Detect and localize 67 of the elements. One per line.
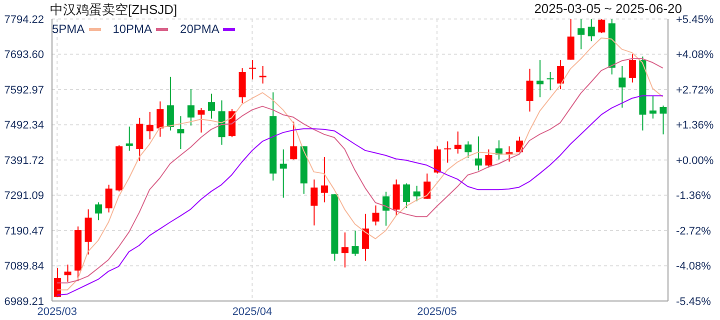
candlestick bbox=[444, 140, 452, 164]
candlestick bbox=[310, 179, 318, 226]
candlestick bbox=[485, 148, 492, 168]
candlestick bbox=[105, 184, 112, 213]
candlestick bbox=[474, 136, 482, 171]
candlestick bbox=[413, 185, 420, 202]
y2-tick-label: +1.36% bbox=[676, 120, 714, 132]
chart-title: 中汉鸡蛋卖空[ZHSJD] bbox=[50, 1, 178, 19]
y-tick-label: 7492.34 bbox=[4, 120, 44, 132]
candlestick bbox=[598, 19, 606, 34]
x-tick-label: 2025/04 bbox=[232, 306, 272, 318]
candlestick bbox=[341, 232, 348, 268]
y-tick-label: 7794.22 bbox=[4, 14, 44, 26]
candlestick bbox=[362, 213, 369, 262]
candlestick bbox=[280, 148, 287, 198]
candlestick bbox=[177, 116, 184, 150]
candlestick bbox=[660, 105, 667, 135]
y2-tick-label: -2.72% bbox=[676, 225, 712, 238]
y2-tick-label: -4.08% bbox=[676, 260, 712, 273]
candlestick bbox=[526, 68, 534, 112]
y2-tick-label: -1.36% bbox=[676, 190, 712, 202]
candlestick bbox=[166, 76, 174, 131]
candlestick bbox=[352, 230, 359, 256]
candlestick bbox=[249, 60, 256, 80]
candlestick bbox=[208, 93, 215, 120]
y-tick-label: 7693.60 bbox=[4, 49, 44, 62]
y2-tick-label: +4.08% bbox=[676, 49, 714, 62]
candlestick bbox=[464, 140, 472, 158]
y-tick-label: 7190.47 bbox=[4, 225, 44, 238]
candlestick bbox=[588, 19, 595, 42]
y2-tick-label: +2.72% bbox=[676, 84, 714, 96]
y-tick-label: 7391.72 bbox=[4, 154, 44, 167]
candlestick bbox=[187, 88, 194, 126]
candlestick bbox=[64, 264, 72, 282]
candlestick bbox=[372, 204, 380, 226]
y-tick-label: 7291.09 bbox=[4, 190, 44, 202]
candlestick bbox=[557, 60, 564, 90]
candlestick bbox=[567, 19, 574, 60]
candlestick bbox=[536, 60, 544, 98]
candlestick bbox=[454, 131, 462, 154]
y2-tick-label: +5.45% bbox=[676, 14, 714, 26]
candlestick bbox=[546, 71, 554, 91]
x-tick-label: 2025/05 bbox=[417, 306, 457, 318]
x-tick-label: 2025/03 bbox=[37, 306, 78, 318]
legend-label: 5PMA bbox=[52, 22, 85, 36]
candlestick bbox=[434, 146, 441, 174]
candlestick bbox=[578, 19, 585, 50]
candlestick bbox=[126, 126, 133, 152]
candlestick bbox=[618, 66, 626, 108]
candlestick bbox=[198, 108, 205, 134]
y-tick-label: 6989.21 bbox=[4, 296, 44, 308]
legend-label: 20PMA bbox=[180, 22, 220, 36]
candlestick bbox=[156, 100, 164, 138]
candlestick bbox=[290, 121, 298, 160]
candlestick bbox=[95, 202, 102, 221]
y-tick-label: 7089.84 bbox=[4, 260, 44, 273]
legend-label: 10PMA bbox=[112, 22, 152, 36]
candlestick bbox=[146, 111, 154, 140]
candlestick bbox=[382, 191, 390, 226]
chart-subtitle: 2025-03-05 ~ 2025-06-20 bbox=[534, 1, 682, 16]
candlestick bbox=[403, 182, 410, 208]
y-tick-label: 7592.97 bbox=[4, 84, 44, 96]
y2-tick-label: +0.00% bbox=[676, 154, 714, 167]
y2-tick-label: -5.45% bbox=[676, 296, 712, 308]
candlestick bbox=[649, 95, 656, 120]
candlestick bbox=[320, 156, 328, 203]
candlestick bbox=[628, 54, 636, 83]
